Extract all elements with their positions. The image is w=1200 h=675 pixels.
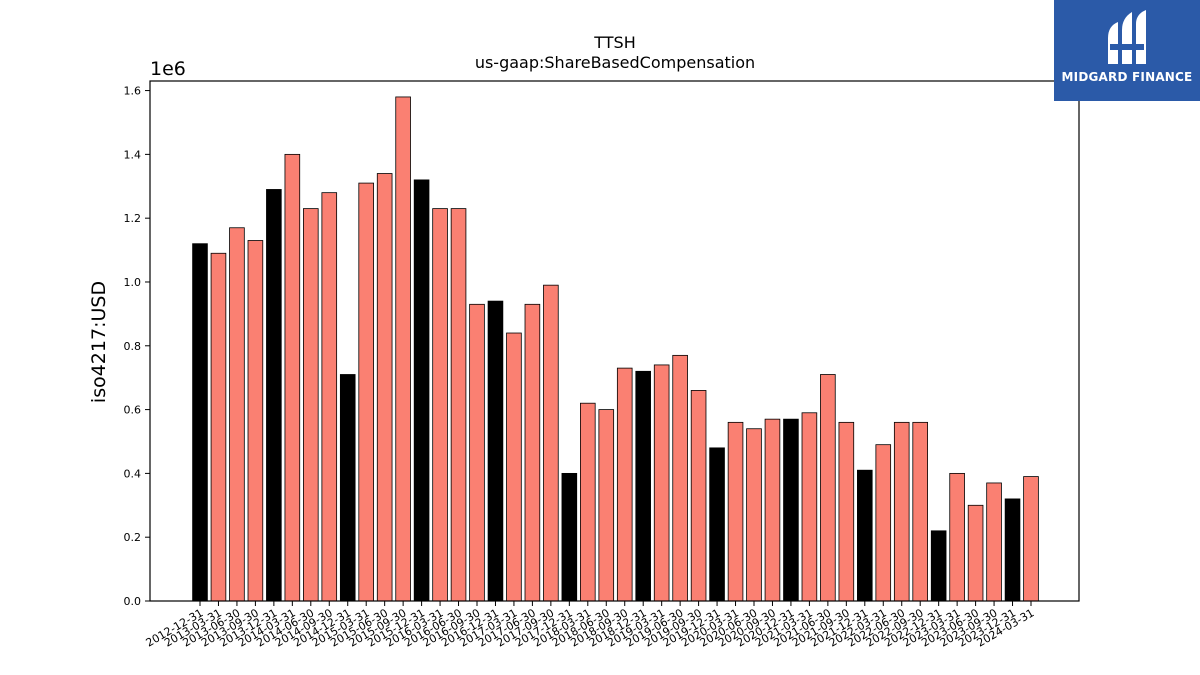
y-axis-label: iso4217:USD [88, 281, 110, 403]
bar-2015-03-31 [358, 182, 374, 602]
y-tick-label: 0.4 [124, 467, 142, 480]
bar-2013-06-30 [229, 227, 245, 602]
bar-2022-09-30 [912, 421, 928, 602]
bar-2016-09-30 [469, 303, 485, 602]
midgard-logo-icon [1108, 10, 1146, 64]
bar-2020-09-30 [764, 418, 781, 602]
bar-2018-09-30 [616, 367, 633, 602]
bar-2019-12-31 [709, 447, 725, 602]
y-tick-label: 1.2 [124, 212, 142, 225]
plot-frame [149, 80, 1080, 602]
y-tick-label: 1.0 [124, 276, 142, 289]
bar-2014-09-30 [321, 192, 338, 602]
bar-2017-03-31 [506, 332, 522, 602]
bar-2022-12-31 [930, 530, 947, 602]
bar-2019-03-31 [653, 364, 670, 602]
bar-2014-06-30 [303, 208, 319, 602]
y-scale-label: 1e6 [150, 58, 186, 80]
bar-2015-09-30 [395, 96, 411, 602]
bar-2021-03-31 [801, 412, 818, 602]
bar-2024-03-31 [1023, 476, 1039, 602]
bar-2015-06-30 [376, 173, 393, 602]
bar-2017-12-31 [561, 472, 578, 602]
bar-2022-06-30 [893, 421, 910, 602]
bar-2021-06-30 [820, 374, 836, 602]
bar-2021-12-31 [857, 469, 873, 602]
bar-2014-03-31 [284, 153, 301, 602]
bar-2023-03-31 [949, 472, 965, 602]
bar-2020-03-31 [727, 421, 744, 602]
bar-2012-12-31 [192, 243, 208, 602]
y-tick-label: 0.8 [124, 340, 142, 353]
bar-2022-03-31 [875, 444, 892, 602]
y-tick-label: 0.6 [124, 404, 142, 417]
bar-2023-12-31 [1004, 498, 1021, 602]
bar-2019-09-30 [690, 390, 707, 602]
bar-2016-03-31 [432, 208, 448, 602]
y-tick-label: 1.6 [124, 85, 142, 98]
bar-2013-03-31 [210, 252, 227, 602]
chart-subtitle: us-gaap:ShareBasedCompensation [475, 53, 755, 72]
bar-2017-06-30 [524, 303, 541, 602]
bar-2014-12-31 [339, 374, 356, 602]
brand-name: MIDGARD FINANCE [1061, 70, 1193, 84]
bar-2017-09-30 [543, 284, 559, 602]
bar-series [192, 96, 1039, 602]
bar-2023-06-30 [967, 504, 984, 602]
bar-2018-12-31 [635, 370, 651, 602]
bar-2016-06-30 [450, 208, 467, 602]
bar-2023-09-30 [986, 482, 1002, 602]
bar-2021-09-30 [838, 421, 855, 602]
bar-2018-06-30 [598, 409, 615, 602]
x-axis-ticks: 2012-12-312013-03-312013-06-302013-09-30… [144, 601, 1037, 650]
bar-2020-12-31 [783, 418, 799, 602]
y-tick-label: 1.4 [124, 148, 142, 161]
bar-2015-12-31 [413, 179, 430, 602]
chart-title: TTSH [593, 33, 635, 52]
y-axis-ticks: 0.0 0.2 0.4 0.6 0.8 1.0 1.2 1.4 1.6 [124, 85, 150, 608]
y-tick-label: 0.2 [124, 531, 142, 544]
bar-2018-03-31 [580, 402, 596, 602]
brand-logo: MIDGARD FINANCE [1054, 0, 1200, 101]
bar-2013-12-31 [266, 189, 282, 602]
bar-2019-06-30 [672, 354, 688, 602]
y-tick-label: 0.0 [124, 595, 142, 608]
bar-2013-09-30 [247, 240, 264, 602]
bar-2016-12-31 [487, 300, 504, 602]
bar-2020-06-30 [746, 428, 762, 602]
